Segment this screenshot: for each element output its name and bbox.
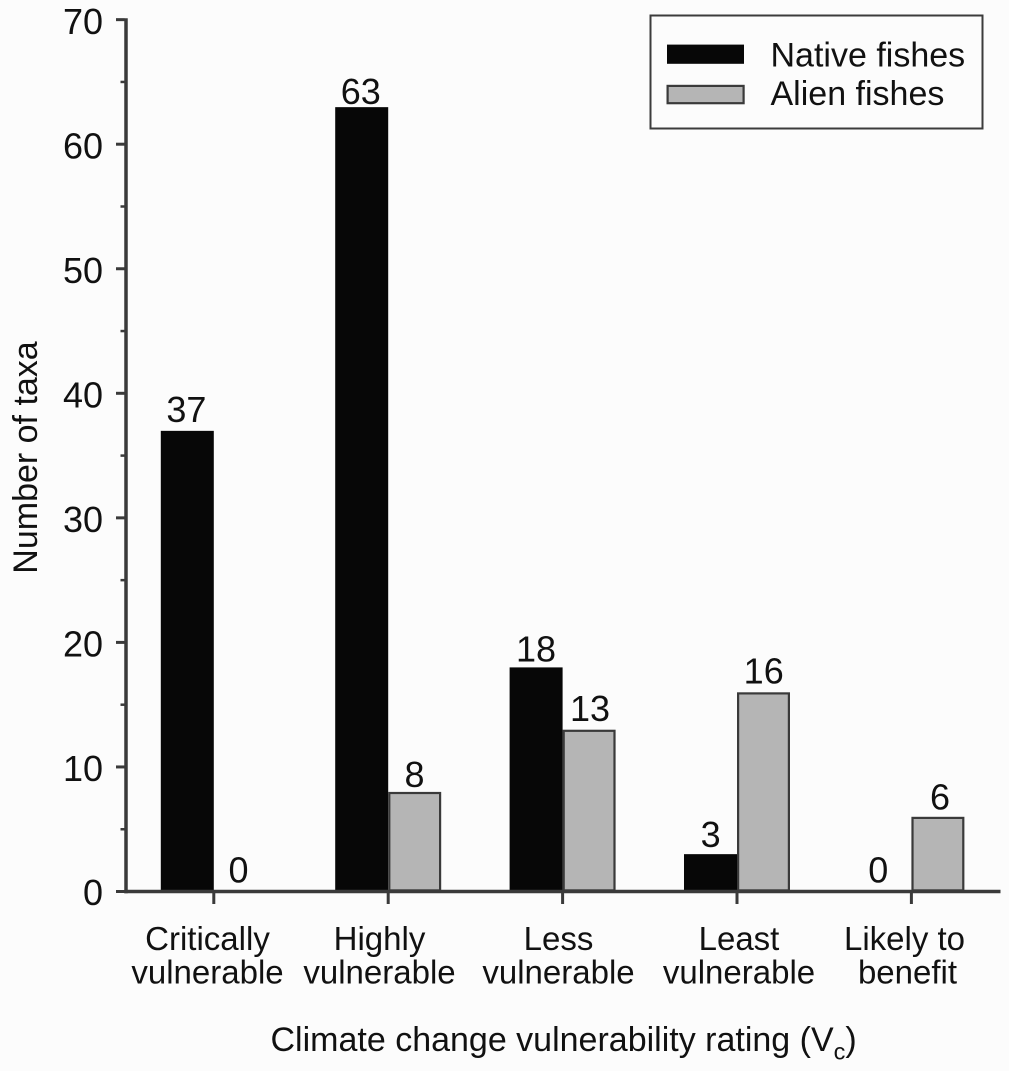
svg-text:benefit: benefit (858, 954, 957, 991)
svg-text:Number of taxa: Number of taxa (7, 341, 45, 574)
svg-text:37: 37 (166, 389, 206, 430)
svg-text:Likely to: Likely to (844, 920, 965, 957)
svg-text:50: 50 (63, 250, 103, 291)
svg-text:vulnerable: vulnerable (131, 954, 283, 991)
svg-text:16: 16 (744, 651, 784, 692)
svg-text:vulnerable: vulnerable (663, 954, 815, 991)
svg-text:8: 8 (404, 754, 424, 795)
svg-text:Critically: Critically (145, 920, 270, 957)
svg-text:Least: Least (699, 920, 780, 957)
svg-text:70: 70 (63, 1, 103, 42)
svg-text:13: 13 (570, 688, 610, 729)
svg-text:30: 30 (63, 499, 103, 540)
svg-text:Alien fishes: Alien fishes (771, 75, 945, 113)
svg-text:Native fishes: Native fishes (771, 37, 966, 75)
svg-text:3: 3 (701, 814, 721, 855)
svg-text:Less: Less (524, 920, 594, 957)
svg-text:vulnerable: vulnerable (303, 954, 455, 991)
svg-text:0: 0 (83, 872, 103, 913)
svg-text:0: 0 (868, 850, 888, 891)
svg-text:20: 20 (63, 624, 103, 665)
svg-text:10: 10 (63, 748, 103, 789)
svg-text:40: 40 (63, 375, 103, 416)
svg-text:Climate change vulnerability r: Climate change vulnerability rating (Vc) (271, 1021, 857, 1065)
svg-text:vulnerable: vulnerable (482, 954, 634, 991)
svg-text:Highly: Highly (334, 920, 426, 957)
svg-text:63: 63 (341, 71, 381, 112)
svg-text:18: 18 (516, 629, 556, 670)
svg-text:6: 6 (930, 777, 950, 818)
svg-text:60: 60 (63, 125, 103, 166)
svg-text:0: 0 (228, 850, 248, 891)
